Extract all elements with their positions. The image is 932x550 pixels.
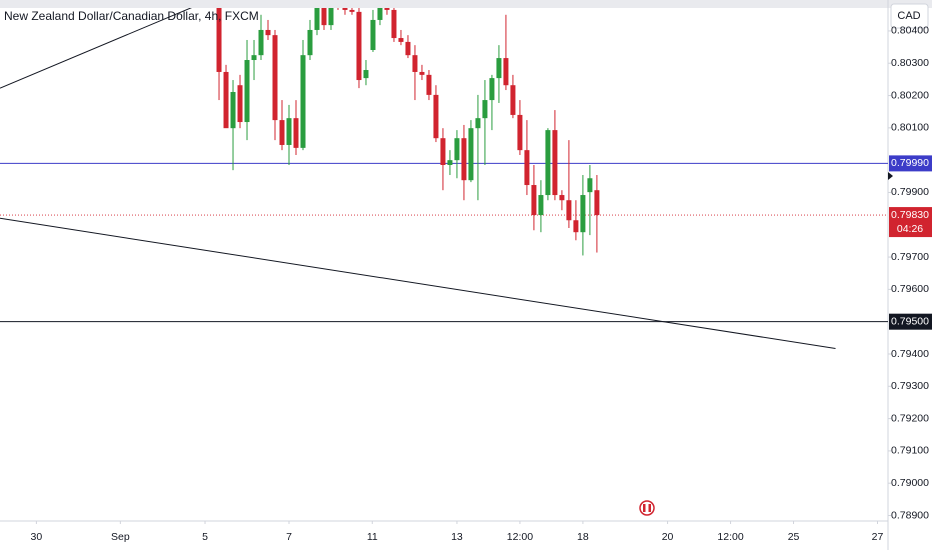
- last-price-label: 0.79830: [891, 209, 929, 221]
- candle-body: [356, 11, 362, 81]
- candle-body: [216, 8, 222, 72]
- candle-body: [517, 114, 523, 151]
- candle-body: [328, 8, 334, 26]
- candle-body: [454, 138, 460, 161]
- candle-body: [230, 91, 236, 129]
- y-tick-label: 0.80200: [891, 89, 929, 101]
- candle-body: [545, 130, 551, 196]
- x-tick-label: 12:00: [507, 531, 533, 543]
- candle-body: [223, 71, 229, 129]
- candle-body: [587, 178, 593, 193]
- y-tick-label: 0.79000: [891, 477, 929, 489]
- price-label: 0.79500: [891, 315, 929, 327]
- candle-body: [412, 55, 418, 72]
- candle-body: [363, 70, 369, 79]
- price-label-box: [889, 155, 932, 172]
- candle-body: [307, 29, 313, 56]
- y-tick-label: 0.79400: [891, 348, 929, 360]
- candle-body: [433, 94, 439, 139]
- y-tick-label: 0.78900: [891, 509, 929, 521]
- candle-body: [237, 85, 243, 123]
- candle-body: [314, 8, 320, 30]
- candle-body: [342, 8, 348, 10]
- x-tick-label: 7: [286, 531, 292, 543]
- event-marker[interactable]: [639, 500, 655, 516]
- candle-body: [538, 195, 544, 216]
- currency-label: CAD: [897, 10, 920, 22]
- candle-body: [349, 9, 355, 12]
- x-tick-label: 11: [367, 531, 378, 543]
- last-price-box: [889, 207, 932, 238]
- candle-body: [468, 128, 474, 181]
- candle-body: [293, 118, 299, 148]
- y-tick-label: 0.80400: [891, 25, 929, 37]
- candle-body: [496, 58, 502, 79]
- y-tick-label: 0.79100: [891, 445, 929, 457]
- y-tick-label: 0.79900: [891, 186, 929, 198]
- candle-body: [384, 8, 390, 10]
- candle-body: [559, 195, 565, 201]
- candle-body: [370, 19, 376, 50]
- x-tick-label: 27: [872, 531, 884, 543]
- candle-body: [398, 38, 404, 42]
- x-tick-label: Sep: [111, 531, 130, 543]
- y-tick-label: 0.80300: [891, 57, 929, 69]
- candle-body: [426, 74, 432, 95]
- candle-body: [300, 55, 306, 148]
- y-tick-label: 0.79300: [891, 380, 929, 392]
- candle-body: [461, 138, 467, 181]
- candle-body: [503, 58, 509, 86]
- candle-body: [265, 29, 271, 36]
- price-label: 0.79990: [891, 157, 929, 169]
- candle-body: [272, 35, 278, 121]
- candle-body: [531, 185, 537, 216]
- candle-body: [244, 60, 250, 123]
- candle-body: [447, 160, 453, 166]
- x-tick-label: 18: [577, 531, 589, 543]
- candle-body: [594, 190, 600, 216]
- y-tick-label: 0.80100: [891, 122, 929, 134]
- y-tick-label: 0.79700: [891, 251, 929, 263]
- x-tick-label: 20: [662, 531, 674, 543]
- candle-body: [573, 220, 579, 233]
- x-tick-label: 12:00: [717, 531, 743, 543]
- x-tick-label: 5: [202, 531, 208, 543]
- candle-body: [279, 120, 285, 145]
- candle-body: [405, 41, 411, 56]
- currency-button[interactable]: [890, 3, 929, 29]
- candle-body: [475, 118, 481, 129]
- candle-body: [489, 78, 495, 101]
- candle-body: [566, 200, 572, 221]
- trend-line: [0, 8, 192, 89]
- y-tick-label: 0.79600: [891, 283, 929, 295]
- x-tick-label: 30: [31, 531, 43, 543]
- bar-countdown: 04:26: [897, 223, 923, 235]
- candle-body: [377, 8, 383, 20]
- candle-body: [482, 100, 488, 119]
- candle-body: [391, 9, 397, 39]
- candle-body: [524, 150, 530, 186]
- candle-body: [552, 130, 558, 196]
- candle-body: [258, 29, 264, 56]
- candle-body: [419, 71, 425, 75]
- candle-body: [286, 118, 292, 145]
- candle-body: [440, 138, 446, 166]
- scroll-arrow[interactable]: [888, 172, 893, 180]
- candle-body: [321, 8, 327, 26]
- event-flag-center: [645, 504, 649, 512]
- x-tick-label: 25: [788, 531, 800, 543]
- x-tick-label: 13: [451, 531, 463, 543]
- y-tick-label: 0.79200: [891, 412, 929, 424]
- candle-body: [580, 195, 586, 233]
- candle-body: [251, 55, 257, 61]
- candle-body: [510, 85, 516, 115]
- trend-line: [0, 217, 836, 349]
- plot-area: [0, 8, 888, 349]
- chart-title: New Zealand Dollar/Canadian Dollar, 4h, …: [4, 9, 259, 23]
- price-label-box: [889, 313, 932, 330]
- top-bar: [0, 0, 932, 8]
